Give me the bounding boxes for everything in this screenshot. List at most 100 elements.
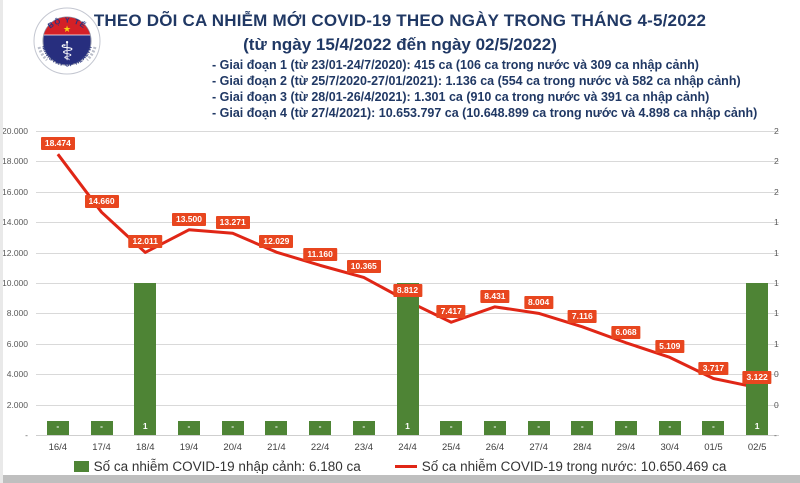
y-axis-left-tick: 18.000 xyxy=(2,156,28,167)
imported-cases-bar xyxy=(746,283,769,435)
imported-cases-bar xyxy=(265,421,288,435)
bar-value-label: - xyxy=(231,421,235,431)
x-axis-date-label: 24/4 xyxy=(398,442,417,453)
y-axis-right-tick: 1 xyxy=(774,278,779,288)
imported-cases-bar xyxy=(352,421,375,435)
y-axis-left-tick: 2.000 xyxy=(6,399,28,410)
imported-cases-bar xyxy=(527,421,550,435)
line-value-label: 13.271 xyxy=(215,216,250,230)
line-value-label: 12.011 xyxy=(128,235,163,249)
y-axis-right-tick: 0 xyxy=(774,399,779,410)
gridline xyxy=(36,161,779,163)
svg-text:BỘ Y TẾ: BỘ Y TẾ xyxy=(46,16,88,31)
x-axis-date-label: 20/4 xyxy=(223,442,242,453)
bar-value-label: - xyxy=(274,421,278,431)
x-axis-date-label: 02/5 xyxy=(747,442,767,453)
bar-value-label: - xyxy=(318,421,322,431)
legend-imported-swatch-icon xyxy=(73,461,89,472)
phase-3-summary: - Giai đoạn 3 (từ 28/01-26/4/2021): 1.30… xyxy=(212,90,710,104)
x-axis-date-label: 16/4 xyxy=(48,442,68,453)
bar-value-label: - xyxy=(624,421,628,431)
y-axis-left-tick: 12.000 xyxy=(2,247,28,258)
legend-domestic-line-icon xyxy=(394,465,417,468)
imported-cases-bar xyxy=(46,421,69,435)
y-axis-left-tick: 8.000 xyxy=(6,308,28,319)
y-axis-left-tick: 6.000 xyxy=(6,338,28,349)
x-axis-date-label: 19/4 xyxy=(179,442,199,453)
x-axis-date-label: 23/4 xyxy=(354,442,374,453)
x-axis-date-label: 18/4 xyxy=(136,442,155,453)
chart-header: THEO DÕI CA NHIỄM MỚI COVID-19 THEO NGÀY… xyxy=(0,0,800,55)
y-axis-left-tick: 4.000 xyxy=(6,369,28,380)
legend-domestic-label: Số ca nhiễm COVID-19 trong nước: 10.650.… xyxy=(421,459,727,474)
bar-value-label: - xyxy=(187,421,191,431)
bar-value-label: - xyxy=(580,421,584,431)
bar-value-label: - xyxy=(712,421,715,431)
x-axis-date-label: 25/4 xyxy=(441,442,461,453)
imported-cases-bar xyxy=(177,421,200,435)
chart-legend: Số ca nhiễm COVID-19 nhập cảnh: 6.180 ca… xyxy=(0,459,800,474)
y-axis-left-tick: 20.000 xyxy=(2,126,28,136)
staff-of-asclepius-icon: ⚕ xyxy=(60,36,74,66)
imported-cases-bar xyxy=(658,421,681,435)
y-axis-right-tick: 2 xyxy=(774,186,779,197)
page-title: THEO DÕI CA NHIỄM MỚI COVID-19 THEO NGÀY… xyxy=(93,11,707,30)
line-value-label: 8.812 xyxy=(392,284,423,298)
line-value-label: 7.116 xyxy=(567,309,597,323)
bar-value-label: - xyxy=(56,421,60,431)
gridline xyxy=(36,131,779,132)
bar-value-label: - xyxy=(493,421,497,431)
bottom-border-strip xyxy=(0,475,800,483)
y-axis-right-tick: 1 xyxy=(774,217,779,228)
legend-item-imported: Số ca nhiễm COVID-19 nhập cảnh: 6.180 ca xyxy=(73,459,361,474)
line-value-label: 6.068 xyxy=(611,325,641,339)
bar-value-label: - xyxy=(362,421,366,431)
y-axis-left-tick: 14.000 xyxy=(2,217,28,228)
line-value-label: 14.660 xyxy=(84,195,119,209)
y-axis-right-tick: 1 xyxy=(774,338,779,349)
bar-value-label: - xyxy=(668,421,672,431)
logo-star-icon: ★ xyxy=(63,24,71,34)
bar-value-label: 1 xyxy=(142,421,148,431)
line-value-label: 3.122 xyxy=(742,370,772,384)
imported-cases-bar xyxy=(134,283,157,435)
line-value-label: 5.109 xyxy=(655,340,685,354)
legend-item-domestic: Số ca nhiễm COVID-19 trong nước: 10.650.… xyxy=(394,459,727,474)
phase-summary-block: - Giai đoạn 1 (từ 23/01-24/7/2020): 415 … xyxy=(212,57,757,121)
x-axis-date-label: 27/4 xyxy=(529,442,548,453)
gridline xyxy=(36,222,779,224)
phase-2-summary: - Giai đoạn 2 (từ 25/7/2020-27/01/2021):… xyxy=(212,74,741,88)
imported-cases-bar xyxy=(483,421,506,435)
x-axis-date-label: 22/4 xyxy=(310,442,330,453)
bar-value-label: 1 xyxy=(405,421,410,431)
y-axis-right-tick: 1 xyxy=(774,308,779,319)
line-value-label: 8.004 xyxy=(523,296,554,310)
left-border-strip xyxy=(0,0,3,483)
imported-cases-bar xyxy=(702,421,725,435)
x-axis-date-label: 29/4 xyxy=(616,442,636,453)
gridline xyxy=(36,435,779,436)
ministry-of-health-logo: ★ ⚕ BỘ Y TẾ MINISTRY OF HEALTH xyxy=(33,7,101,75)
x-axis-date-label: 21/4 xyxy=(267,442,286,453)
imported-cases-bar xyxy=(221,421,244,435)
x-axis-date-label: 26/4 xyxy=(485,442,505,453)
imported-cases-bar xyxy=(571,421,594,435)
y-axis-right-tick: - xyxy=(774,430,777,440)
line-value-label: 18.474 xyxy=(40,137,75,151)
line-value-label: 7.417 xyxy=(436,305,466,319)
line-value-label: 8.431 xyxy=(480,289,510,303)
bar-value-label: - xyxy=(100,421,103,431)
y-axis-right-tick: 2 xyxy=(774,126,779,136)
y-axis-left-tick: - xyxy=(25,430,28,440)
x-axis-date-label: 17/4 xyxy=(92,442,111,453)
y-axis-right-tick: 2 xyxy=(774,156,779,167)
phase-4-summary: - Giai đoạn 4 (từ 27/4/2021): 10.653.797… xyxy=(212,106,758,120)
x-axis-date-label: 30/4 xyxy=(660,442,679,453)
legend-imported-label: Số ca nhiễm COVID-19 nhập cảnh: 6.180 ca xyxy=(93,459,361,474)
bar-value-label: - xyxy=(537,421,541,431)
imported-cases-bar xyxy=(309,421,332,435)
y-axis-right-tick: 1 xyxy=(774,247,779,258)
bar-value-label: 1 xyxy=(754,421,760,431)
y-axis-left-tick: 16.000 xyxy=(2,186,28,197)
y-axis-left-tick: 10.000 xyxy=(2,278,28,288)
